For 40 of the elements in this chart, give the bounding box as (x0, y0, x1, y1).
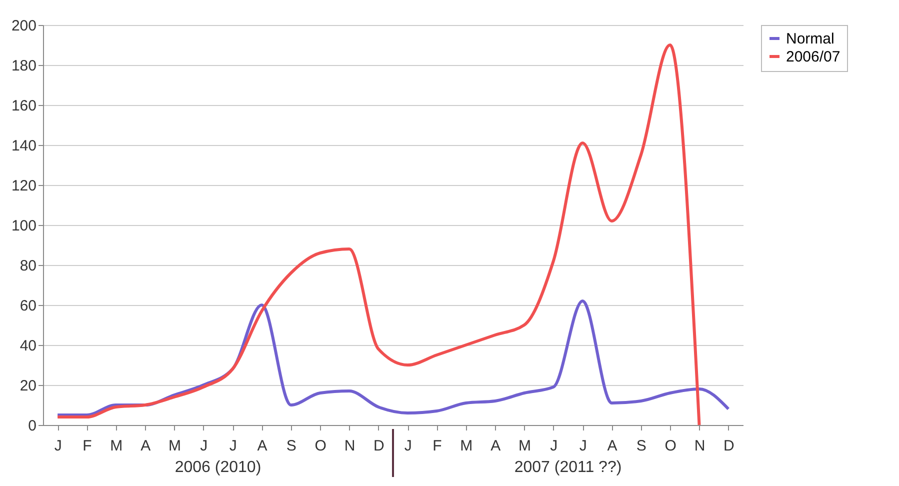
y-tick-label: 200 (11, 18, 36, 34)
x-tick-label: M (110, 438, 123, 454)
x-tick-label: J (550, 438, 558, 454)
text: 2006 (2010) (174, 459, 262, 476)
x-tick-label: J (229, 438, 237, 454)
y-tick-label: 140 (11, 138, 36, 154)
x-tick-label: O (314, 438, 326, 454)
x-tick-label: A (257, 438, 268, 454)
x-tick-label: F (432, 438, 442, 454)
x-tick-label: F (82, 438, 92, 454)
line-series (56, 44, 701, 426)
x-tick-label: J (579, 438, 587, 454)
x-tick-label: N (694, 438, 706, 454)
x-tick-label: S (286, 438, 296, 454)
y-tick-label: 60 (20, 298, 36, 314)
x-tick-label: D (723, 438, 734, 454)
y-tick-label: 40 (20, 338, 36, 354)
text: 2007 (2011 ??) (514, 459, 622, 476)
x-tick-label: N (344, 438, 356, 454)
y-tick-label: 0 (28, 418, 36, 434)
y-tick-label: 20 (20, 378, 36, 394)
x-tick-label: S (636, 438, 646, 454)
x-tick-label: J (54, 438, 62, 454)
legend-label: Normal (786, 30, 834, 48)
x-tick-label: M (518, 438, 531, 454)
x-tick-label: A (490, 438, 501, 454)
y-tick-label: 80 (20, 258, 36, 274)
x-tick-label: A (607, 438, 618, 454)
y-tick-label: 160 (11, 98, 36, 114)
x-tick-label: A (140, 438, 151, 454)
legend-label: 2006/07 (786, 48, 840, 66)
x-tick-label: M (168, 438, 181, 454)
x-tick-label: M (460, 438, 473, 454)
y-tick-label: 180 (11, 58, 36, 74)
x-tick-label: O (664, 438, 676, 454)
x-tick-label: J (200, 438, 208, 454)
y-tick-label: 120 (11, 178, 36, 194)
y-tick-label: 100 (11, 218, 36, 234)
x-tick-label: D (373, 438, 384, 454)
x-tick-label: J (404, 438, 412, 454)
